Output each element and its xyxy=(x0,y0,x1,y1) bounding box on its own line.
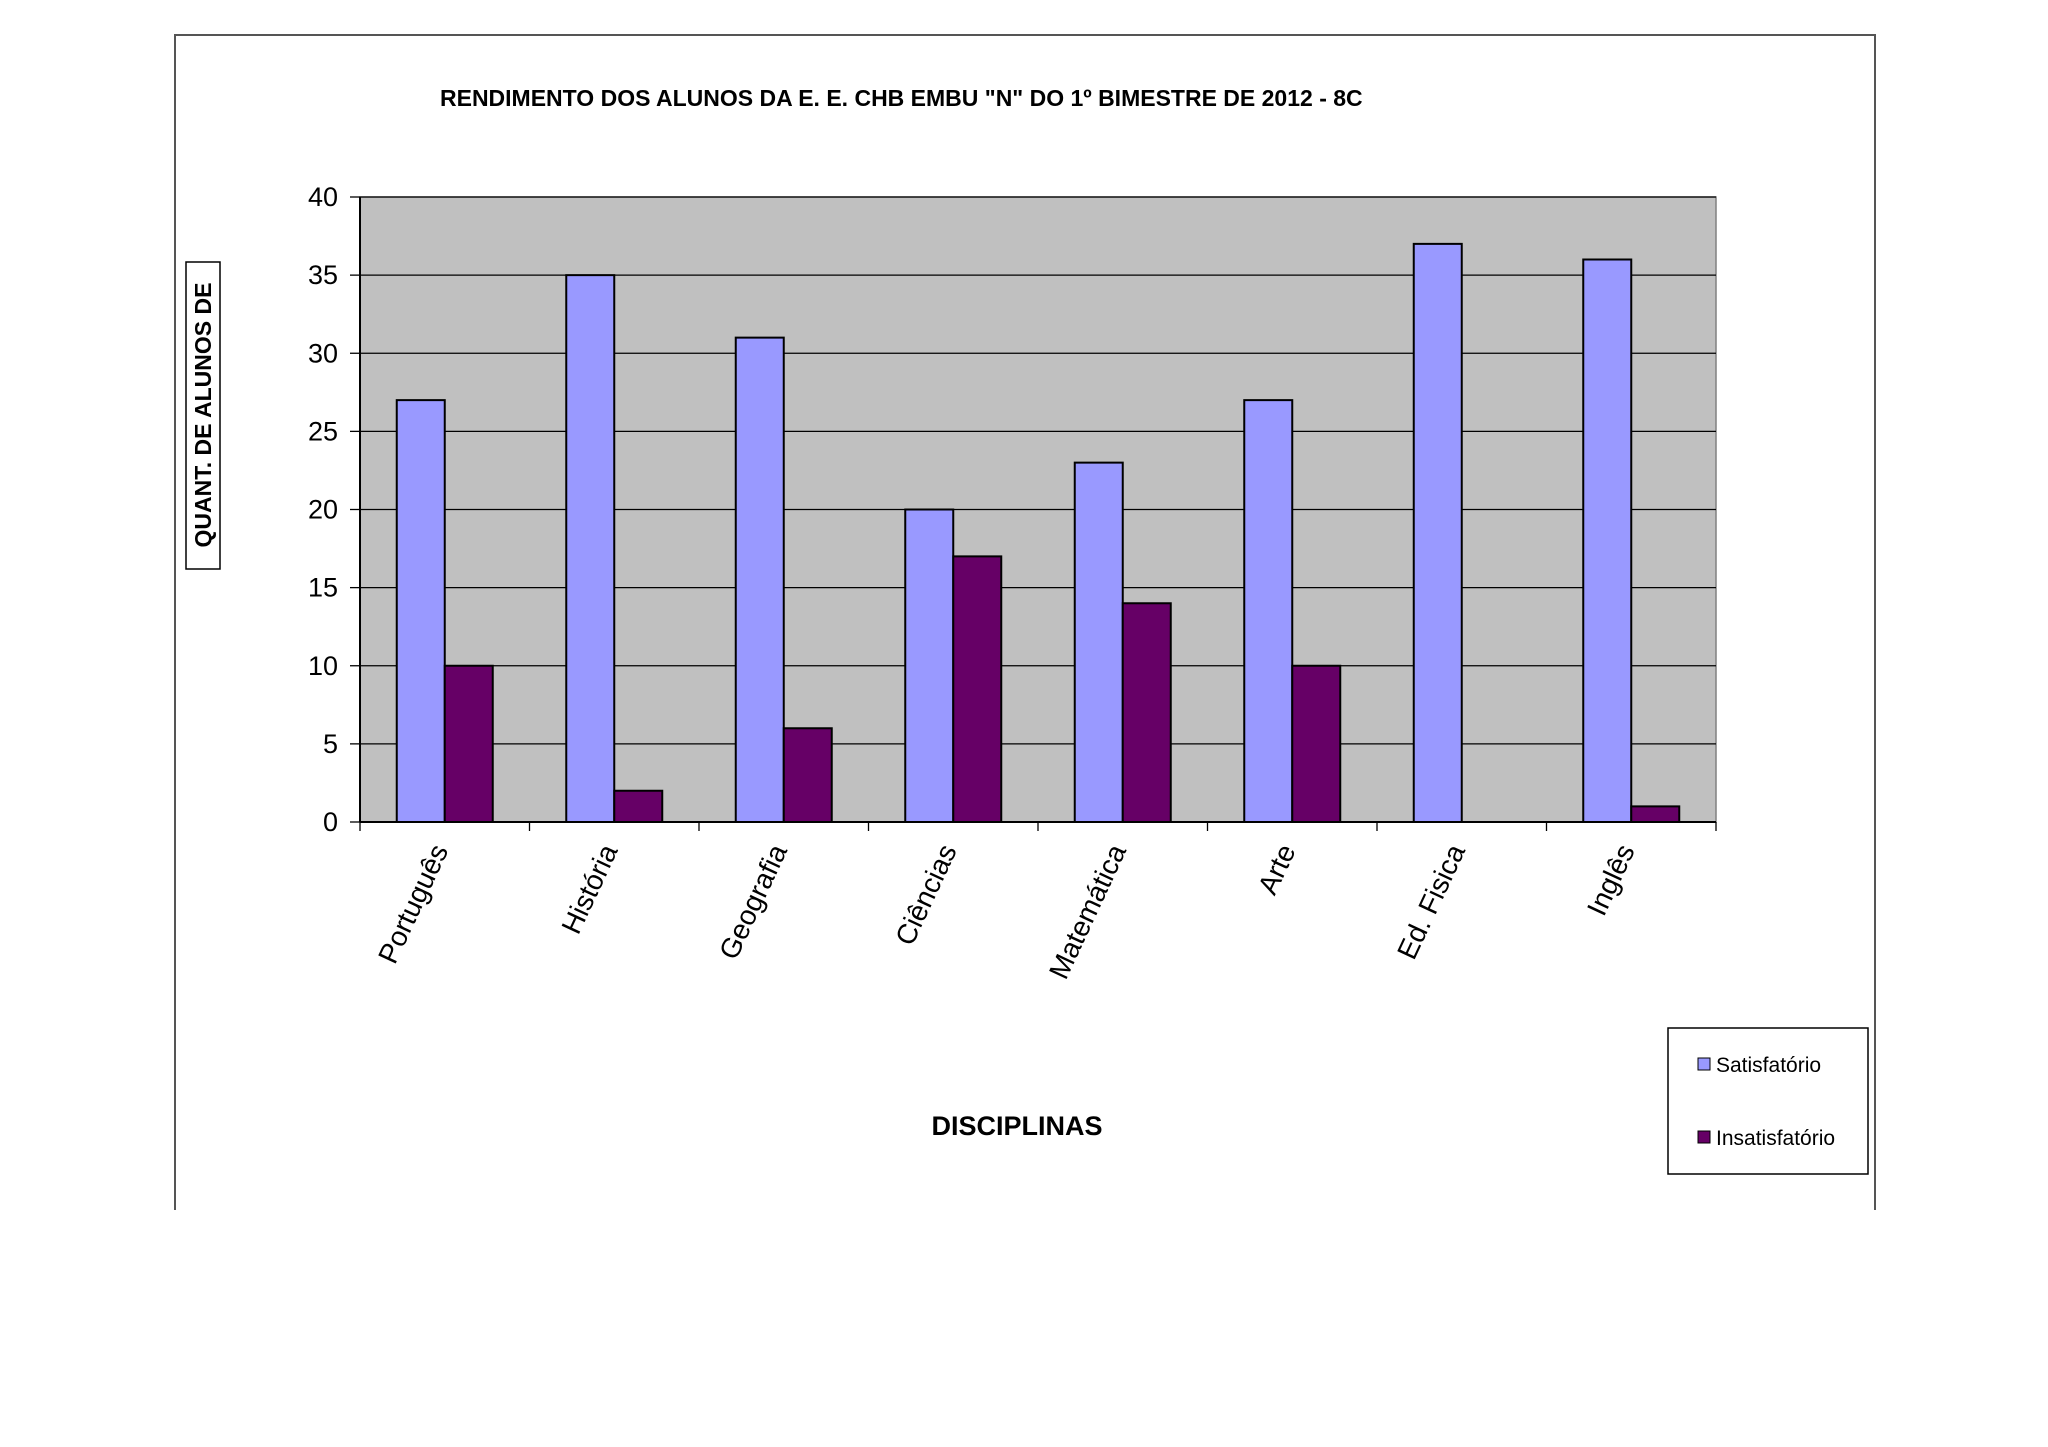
bar-satisfatorio xyxy=(904,508,955,823)
y-tick-label: 5 xyxy=(323,729,338,759)
chart-frame xyxy=(174,34,1876,1210)
legend-label-insatisfatorio: Insatisfatório xyxy=(1716,1127,1835,1150)
x-tick-label: Ciências xyxy=(889,839,962,949)
y-axis-ticks: 0 5 10 15 20 25 30 35 40 xyxy=(308,182,360,837)
x-tick-label: História xyxy=(555,839,623,939)
y-tick-label: 0 xyxy=(323,807,338,837)
x-tick-label: Matemática xyxy=(1043,839,1132,984)
bar-satisfatorio xyxy=(565,274,616,823)
bar-satisfatorio xyxy=(1412,242,1463,823)
legend-swatch-insatisfatorio xyxy=(1697,1130,1711,1144)
x-axis-ticks: Português História Geografia Ciências Matemá… xyxy=(359,822,1717,984)
legend-swatch-satisfatorio xyxy=(1697,1057,1711,1071)
x-tick-label: Arte xyxy=(1252,839,1302,899)
x-tick-label: Inglês xyxy=(1581,839,1641,920)
bars xyxy=(395,242,1681,823)
y-axis-label: QUANT. DE ALUNOS DE xyxy=(185,261,221,570)
bar-insatisfatorio xyxy=(1630,805,1681,823)
legend-label-satisfatorio: Satisfatório xyxy=(1716,1054,1821,1077)
bar-insatisfatorio xyxy=(443,664,494,823)
legend: Satisfatório Insatisfatório xyxy=(1667,1027,1869,1175)
y-tick-label: 10 xyxy=(308,651,338,681)
bar-insatisfatorio xyxy=(1291,664,1342,823)
bar-satisfatorio xyxy=(395,399,446,823)
chart-title: RENDIMENTO DOS ALUNOS DA E. E. CHB EMBU … xyxy=(440,85,1363,111)
bar-satisfatorio xyxy=(1582,258,1633,823)
y-tick-label: 15 xyxy=(308,573,338,603)
y-axis-label-text: QUANT. DE ALUNOS DE xyxy=(190,283,216,548)
x-tick-label: Geografia xyxy=(713,839,793,964)
bar-satisfatorio xyxy=(1243,399,1294,823)
y-tick-label: 35 xyxy=(308,260,338,290)
bar-insatisfatorio xyxy=(613,789,664,823)
x-axis-label: DISCIPLINAS xyxy=(931,1111,1102,1141)
bar-insatisfatorio xyxy=(782,727,833,823)
bar-satisfatorio xyxy=(1073,461,1124,823)
y-tick-label: 40 xyxy=(308,182,338,212)
x-tick-label: Ed. Fisica xyxy=(1391,839,1471,964)
y-tick-label: 20 xyxy=(308,495,338,525)
y-tick-label: 30 xyxy=(308,338,338,368)
y-tick-label: 25 xyxy=(308,416,338,446)
bar-insatisfatorio xyxy=(1121,602,1172,823)
x-tick-label: Português xyxy=(372,839,454,968)
bar-insatisfatorio xyxy=(952,555,1003,823)
legend-box xyxy=(1667,1027,1869,1175)
bar-satisfatorio xyxy=(734,336,785,823)
